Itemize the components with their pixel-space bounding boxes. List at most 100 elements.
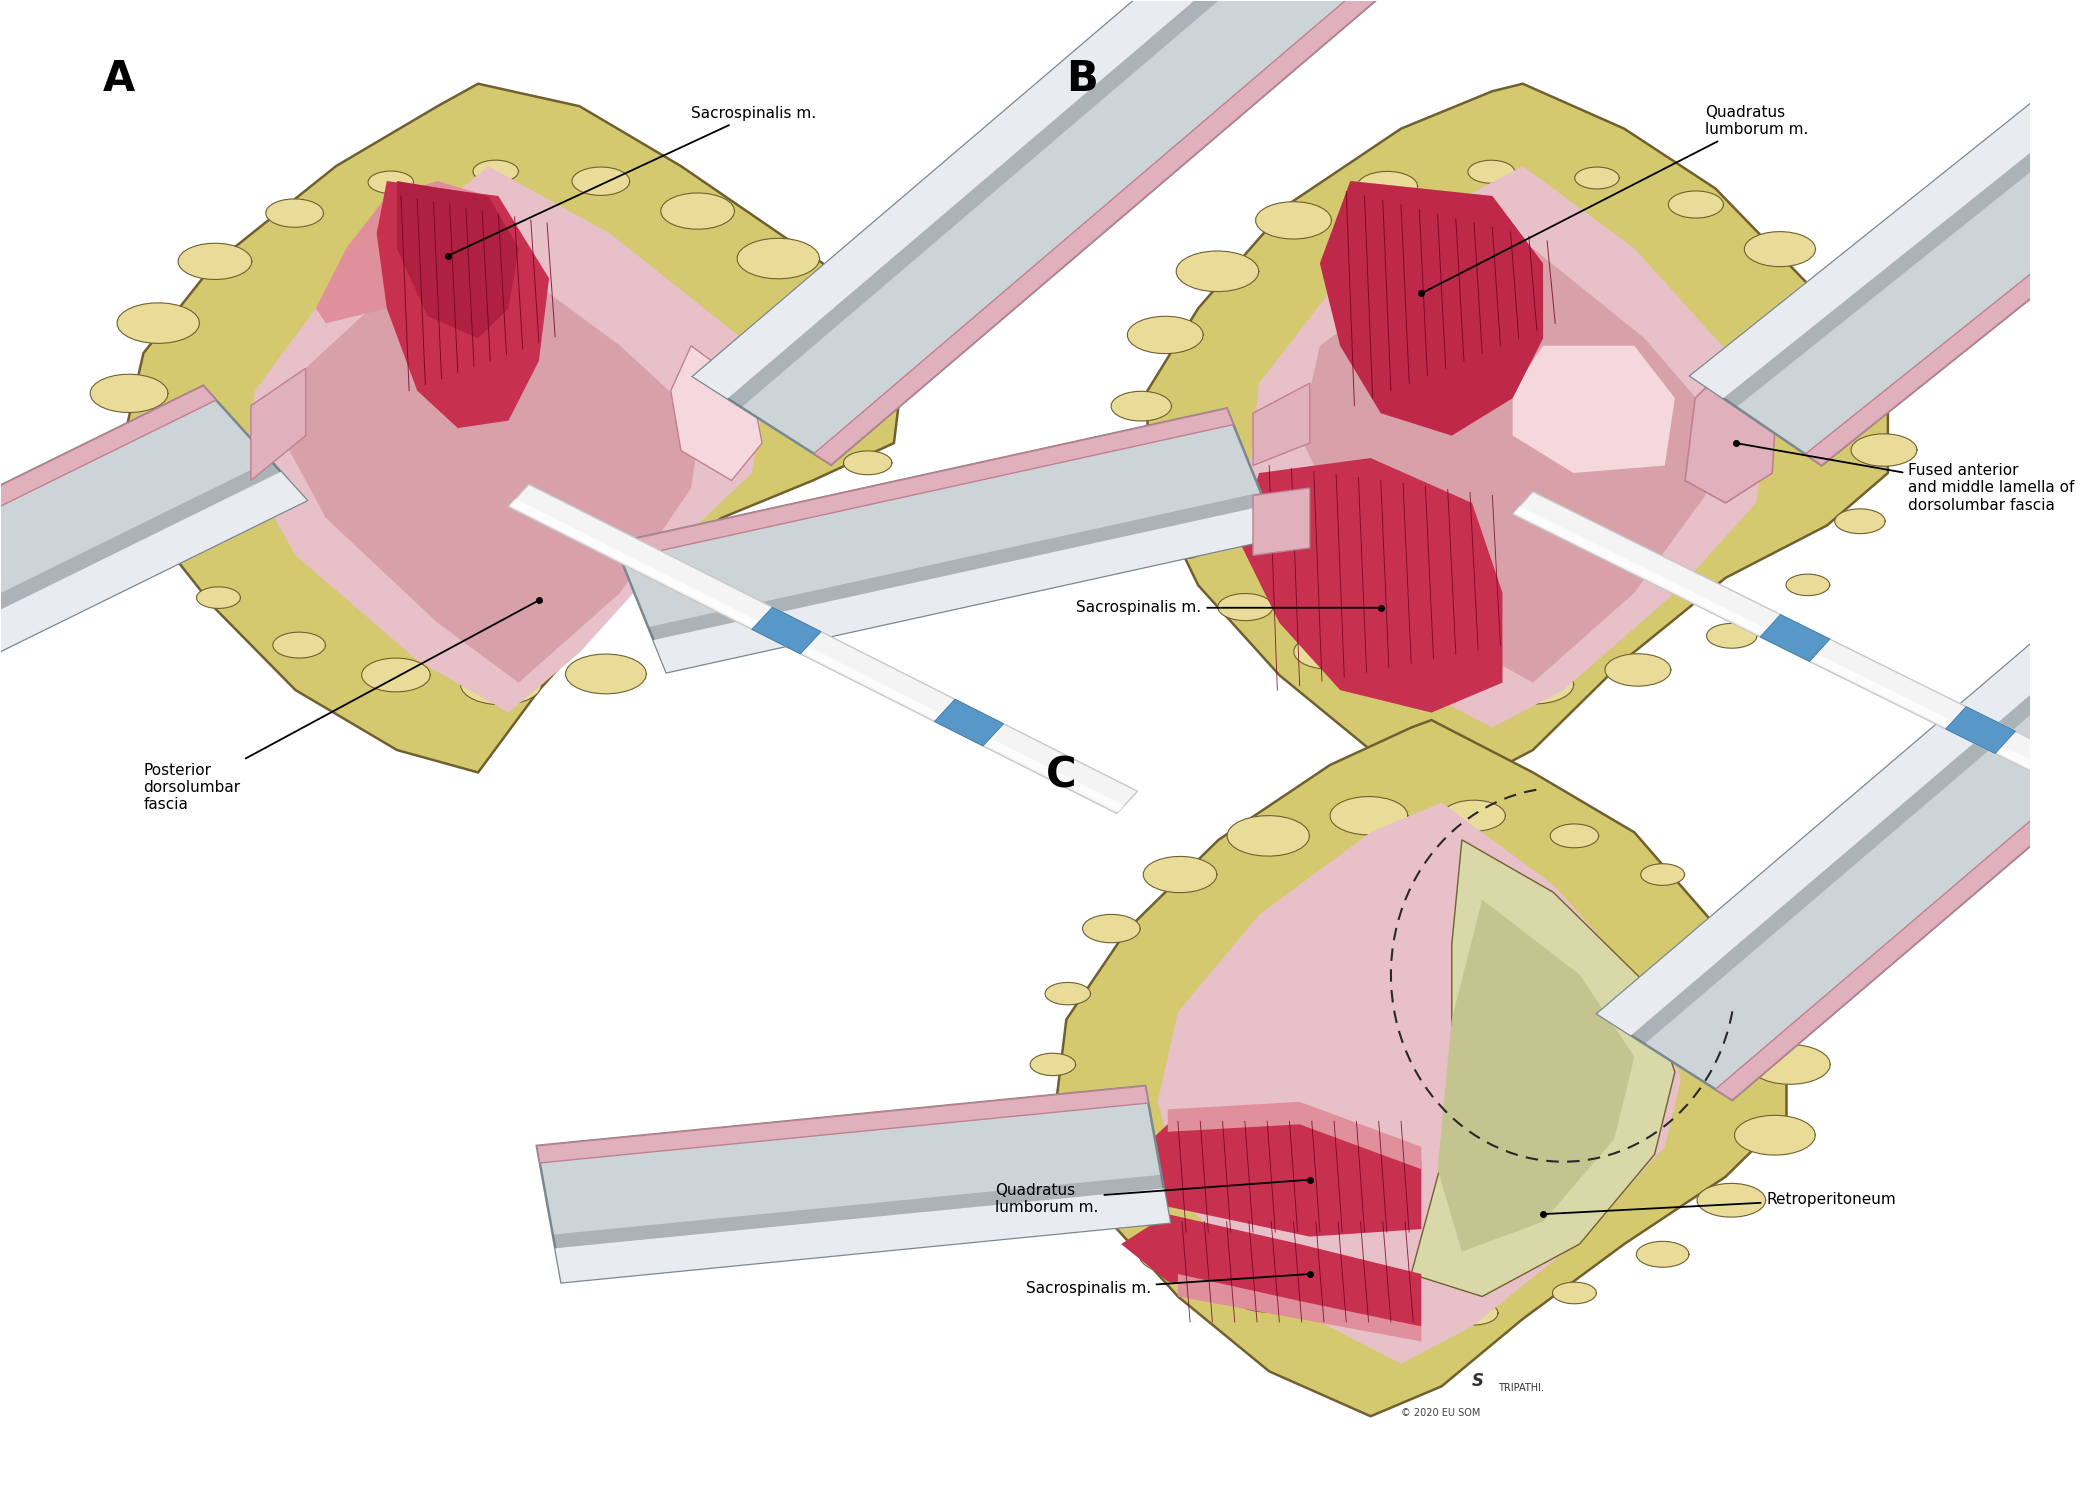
Polygon shape [1707,624,1758,648]
Polygon shape [286,249,701,682]
Polygon shape [1031,1053,1075,1076]
Polygon shape [1218,594,1273,621]
Polygon shape [1250,166,1766,728]
Polygon shape [815,0,1420,465]
Polygon shape [1468,160,1514,183]
Polygon shape [1142,856,1216,892]
Polygon shape [472,160,519,183]
Polygon shape [1256,201,1331,238]
Polygon shape [1947,706,2016,753]
Text: Retroperitoneum: Retroperitoneum [1546,1191,1896,1214]
Polygon shape [1598,512,2100,1100]
Polygon shape [1084,915,1140,944]
Polygon shape [1735,1116,1814,1155]
Polygon shape [1745,231,1816,267]
Polygon shape [1575,166,1619,189]
Polygon shape [1667,190,1724,217]
Polygon shape [1300,249,1716,682]
Polygon shape [0,471,307,800]
Polygon shape [1438,900,1634,1251]
Polygon shape [1495,664,1573,704]
Polygon shape [844,452,892,474]
Polygon shape [99,452,162,482]
Polygon shape [315,182,487,324]
Polygon shape [1684,368,1777,502]
Polygon shape [197,586,239,609]
Polygon shape [1512,492,2100,820]
Polygon shape [1254,488,1310,555]
Polygon shape [538,1086,1170,1282]
Polygon shape [1329,796,1407,836]
Polygon shape [538,1086,1153,1186]
Polygon shape [397,182,519,339]
Polygon shape [552,1174,1163,1248]
Polygon shape [653,506,1279,672]
Polygon shape [1128,1118,1422,1236]
Polygon shape [1716,588,2100,1100]
Text: Sacrospinalis m.: Sacrospinalis m. [1077,600,1378,615]
Text: Sacrospinalis m.: Sacrospinalis m. [1025,1274,1306,1296]
Polygon shape [0,386,216,699]
Polygon shape [615,408,1233,560]
Polygon shape [273,632,326,658]
Polygon shape [1632,534,2100,1044]
Polygon shape [124,84,905,772]
Polygon shape [1040,1120,1096,1149]
Polygon shape [510,500,1124,812]
Polygon shape [1690,0,2100,465]
Polygon shape [1693,573,2100,1100]
Polygon shape [1138,1234,1222,1275]
Text: Fused anterior
and middle lamella of
dorsolumbar fascia: Fused anterior and middle lamella of dor… [1739,444,2075,513]
Polygon shape [817,522,861,544]
Polygon shape [1357,171,1418,201]
Polygon shape [0,386,235,720]
Polygon shape [693,0,1420,465]
Polygon shape [0,460,281,771]
Polygon shape [267,200,323,228]
Polygon shape [1749,1044,1831,1084]
Polygon shape [1254,382,1310,465]
Text: © 2020 EU SOM: © 2020 EU SOM [1401,1408,1480,1419]
Polygon shape [1294,634,1365,669]
Polygon shape [1124,468,1172,490]
Polygon shape [508,484,1138,813]
Polygon shape [1178,1274,1422,1341]
Polygon shape [1321,182,1544,435]
Text: B: B [1067,58,1098,100]
Polygon shape [538,1086,1149,1162]
Polygon shape [1741,976,1810,1011]
Polygon shape [615,408,1279,672]
Polygon shape [670,346,762,480]
Polygon shape [1760,615,1829,662]
Polygon shape [178,243,252,279]
Text: TRIPATHI.: TRIPATHI. [1499,1383,1544,1394]
Polygon shape [1514,507,2100,819]
Polygon shape [756,582,808,608]
Text: C: C [1046,754,1077,796]
Polygon shape [1443,800,1506,831]
Polygon shape [1239,458,1502,712]
Polygon shape [1724,0,2100,406]
Polygon shape [1604,654,1672,686]
Text: Posterior
dorsolumbar
fascia: Posterior dorsolumbar fascia [143,602,536,813]
Polygon shape [1806,0,2100,465]
Polygon shape [1388,658,1470,699]
Polygon shape [118,303,200,344]
Polygon shape [752,608,821,654]
Polygon shape [1157,802,1680,1364]
Polygon shape [460,664,542,705]
Polygon shape [246,166,762,712]
Polygon shape [1835,509,1886,534]
Polygon shape [1636,1242,1688,1268]
Polygon shape [361,658,430,692]
Polygon shape [649,492,1266,640]
Polygon shape [1121,1214,1422,1326]
Polygon shape [836,374,899,405]
Polygon shape [1852,433,1917,466]
Polygon shape [1411,840,1676,1296]
Polygon shape [1785,574,1829,596]
Polygon shape [1512,346,1676,472]
Text: Quadratus
lumborum m.: Quadratus lumborum m. [995,1180,1306,1215]
Polygon shape [250,368,307,480]
Polygon shape [90,374,168,413]
